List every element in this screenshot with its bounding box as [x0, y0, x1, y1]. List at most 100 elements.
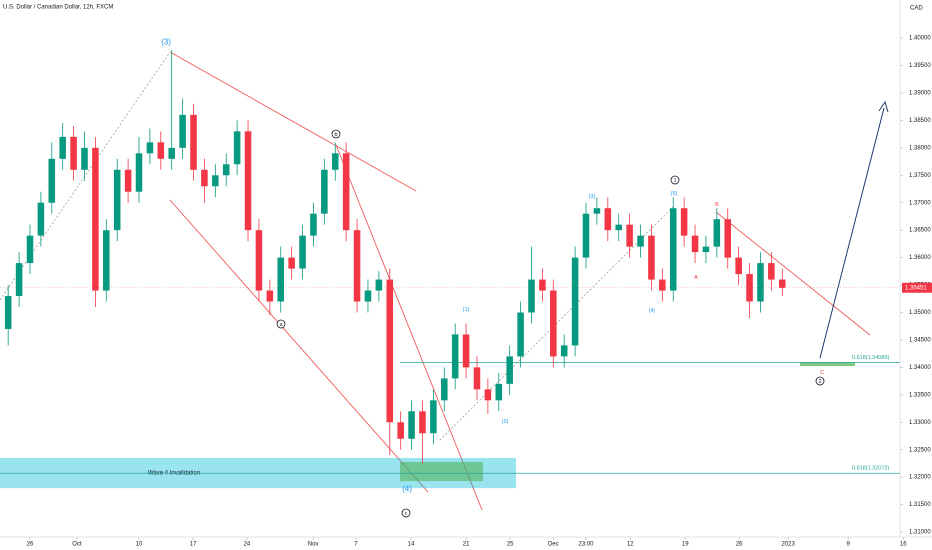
wave-connector — [439, 204, 676, 441]
candle-body — [212, 175, 219, 187]
candle-body — [757, 263, 764, 302]
candle-body — [560, 345, 568, 357]
candle-body — [441, 378, 448, 401]
candle-body — [92, 147, 99, 291]
x-tick-label: 10 — [136, 542, 143, 548]
trend-line — [715, 211, 871, 336]
candle-body — [81, 147, 88, 170]
x-tick-label: 17 — [190, 542, 197, 548]
candle-body — [430, 400, 437, 434]
x-tick-label: Dec — [548, 542, 559, 548]
candle-body — [375, 279, 383, 291]
candle-body — [462, 334, 470, 368]
candle-body — [691, 235, 699, 253]
y-tick-label: 1.37000 — [909, 200, 931, 206]
candle-body — [4, 296, 12, 329]
candle-body — [255, 230, 263, 291]
candle-body — [168, 147, 175, 159]
candle-body — [680, 208, 688, 236]
wave-label: b — [334, 132, 337, 138]
candle-body — [331, 153, 339, 170]
x-tick-label: 23:00 — [579, 542, 595, 548]
x-tick-label: 26 — [736, 542, 743, 548]
x-tick-label: 2023 — [781, 542, 795, 548]
y-tick-label: 1.32500 — [909, 447, 931, 453]
candle-body — [669, 208, 677, 291]
candle-body — [59, 136, 66, 159]
y-tick-label: 1.35000 — [909, 310, 931, 316]
candle-body — [550, 290, 557, 357]
candle-body — [179, 114, 186, 148]
x-tick-label: 25 — [507, 542, 514, 548]
projection-arrow — [819, 107, 885, 359]
trend-line — [169, 51, 417, 192]
wave-label: (2) — [502, 419, 509, 425]
x-tick-label: 16 — [900, 542, 907, 548]
x-tick-label: 14 — [408, 542, 415, 548]
wave-label: 1 — [673, 178, 676, 184]
candle-body — [37, 202, 45, 236]
candle-body — [15, 263, 23, 297]
currency-label: CAD — [910, 6, 923, 12]
last-price-label: 1.35451 — [905, 285, 927, 291]
zone-label: Wave 4 Invalidation — [148, 471, 200, 477]
candle-body — [146, 142, 154, 154]
y-tick-label: 1.40000 — [909, 36, 931, 42]
candle-body — [124, 169, 132, 192]
candle-body — [495, 383, 503, 401]
candle-body — [48, 158, 56, 203]
candle-body — [201, 169, 208, 187]
drawings: Wave 4 Invalidation 0.618(1.34089) 0.618(1… — [0, 38, 900, 518]
wave-label: c — [405, 511, 408, 517]
wave-label: A — [694, 275, 698, 281]
trend-line — [335, 144, 483, 511]
candle-body — [702, 246, 710, 253]
candle-body — [451, 334, 459, 379]
candle-body — [724, 219, 732, 258]
y-tick-label: 1.39000 — [909, 91, 931, 97]
x-tick-label: 12 — [627, 542, 634, 548]
x-tick-label: 26 — [27, 542, 34, 548]
target-box — [800, 362, 855, 366]
candle-body — [310, 213, 317, 236]
candle-body — [266, 290, 274, 302]
candle-body — [615, 224, 622, 231]
wave-label: (1) — [463, 307, 470, 313]
candle-body — [659, 279, 666, 291]
candle-body — [342, 153, 350, 231]
y-tick-label: 1.38500 — [909, 118, 931, 124]
wave-circle — [670, 175, 680, 185]
candle-body — [408, 411, 415, 439]
wave-label: (3) — [161, 38, 171, 47]
candle-body — [713, 219, 721, 247]
candle-body — [473, 367, 481, 390]
y-tick-label: 1.31000 — [909, 530, 931, 536]
candle-body — [746, 274, 753, 302]
candle-body — [604, 208, 612, 231]
trend-line — [169, 199, 429, 493]
candle-body — [637, 235, 644, 247]
candle-body — [135, 153, 143, 192]
candle-body — [778, 279, 786, 288]
y-tick-label: 1.39500 — [909, 63, 931, 69]
wave-label: (4) — [402, 485, 412, 494]
candle-body — [113, 169, 121, 231]
candle-body — [484, 389, 492, 401]
y-tick-label: 1.38000 — [909, 145, 931, 151]
x-tick-label: Oct — [72, 542, 82, 548]
y-tick-label: 1.33000 — [909, 420, 931, 426]
candle-body — [735, 257, 742, 275]
wave-circle — [331, 129, 341, 139]
candle-body — [364, 290, 372, 302]
candle-body — [506, 356, 513, 384]
y-tick-label: 1.34500 — [909, 338, 931, 344]
candle-body — [26, 235, 34, 264]
candle-body — [419, 411, 426, 434]
candle-body — [299, 235, 306, 269]
y-tick-label: 1.36000 — [909, 255, 931, 261]
candle-body — [222, 164, 230, 176]
x-tick-label: 24 — [244, 542, 251, 548]
candle-body — [582, 213, 590, 258]
